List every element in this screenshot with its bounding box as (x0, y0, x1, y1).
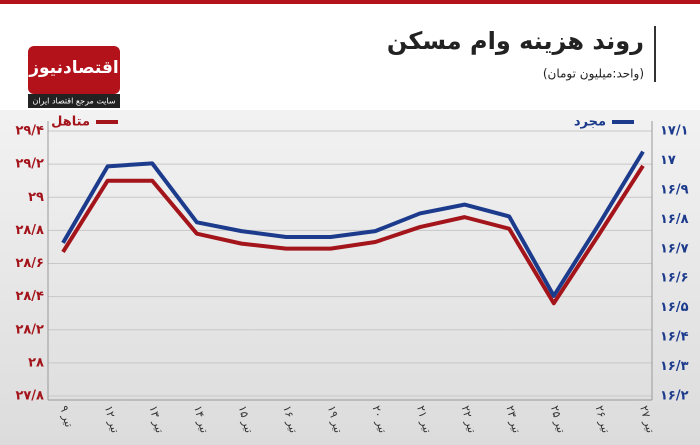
y2-tick-label: ۱۶/۶ (660, 271, 689, 286)
top-bar (0, 0, 700, 4)
legend-label: متاهل (51, 115, 90, 130)
y-tick-label: ۲۸/۸ (15, 223, 44, 238)
y2-tick-label: ۱۷/۱ (660, 124, 689, 139)
y2-tick-label: ۱۶/۷ (660, 241, 689, 256)
y2-tick-label: ۱۶/۴ (660, 330, 689, 345)
x-tick-label: ۹ تیر (57, 404, 75, 428)
y-tick-label: ۲۹/۲ (15, 157, 44, 172)
y-tick-label: ۲۷/۸ (15, 389, 44, 404)
y-tick-label: ۲۹/۴ (15, 124, 44, 139)
y2-tick-label: ۱۷ (660, 153, 676, 168)
logo-box (28, 46, 120, 94)
legend-label: مجرد (574, 115, 606, 130)
y-tick-label: ۲۸/۴ (15, 289, 44, 304)
y2-tick-label: ۱۶/۸ (660, 212, 689, 227)
y2-tick-label: ۱۶/۲ (660, 389, 689, 404)
chart-title: روند هزینه وام مسکن (387, 27, 644, 55)
series-line (61, 164, 645, 306)
y-tick-label: ۲۸/۲ (15, 322, 44, 337)
y-tick-label: ۲۸/۶ (15, 256, 44, 271)
title-rule (654, 26, 656, 82)
y-tick-label: ۲۸ (28, 355, 44, 370)
chart-subtitle: (واحد:میلیون تومان) (543, 67, 644, 82)
series-line (61, 150, 645, 298)
y-tick-label: ۲۹ (28, 190, 44, 205)
logo-tagline-box (28, 94, 120, 108)
plot-background (0, 110, 700, 445)
y2-tick-label: ۱۶/۹ (660, 182, 689, 197)
logo-tagline: سایت مرجع اقتصاد ایران (32, 97, 115, 106)
y2-tick-label: ۱۶/۵ (660, 300, 689, 315)
logo-name: اقتصادنیوز (28, 58, 119, 78)
y2-tick-label: ۱۶/۳ (660, 359, 689, 374)
